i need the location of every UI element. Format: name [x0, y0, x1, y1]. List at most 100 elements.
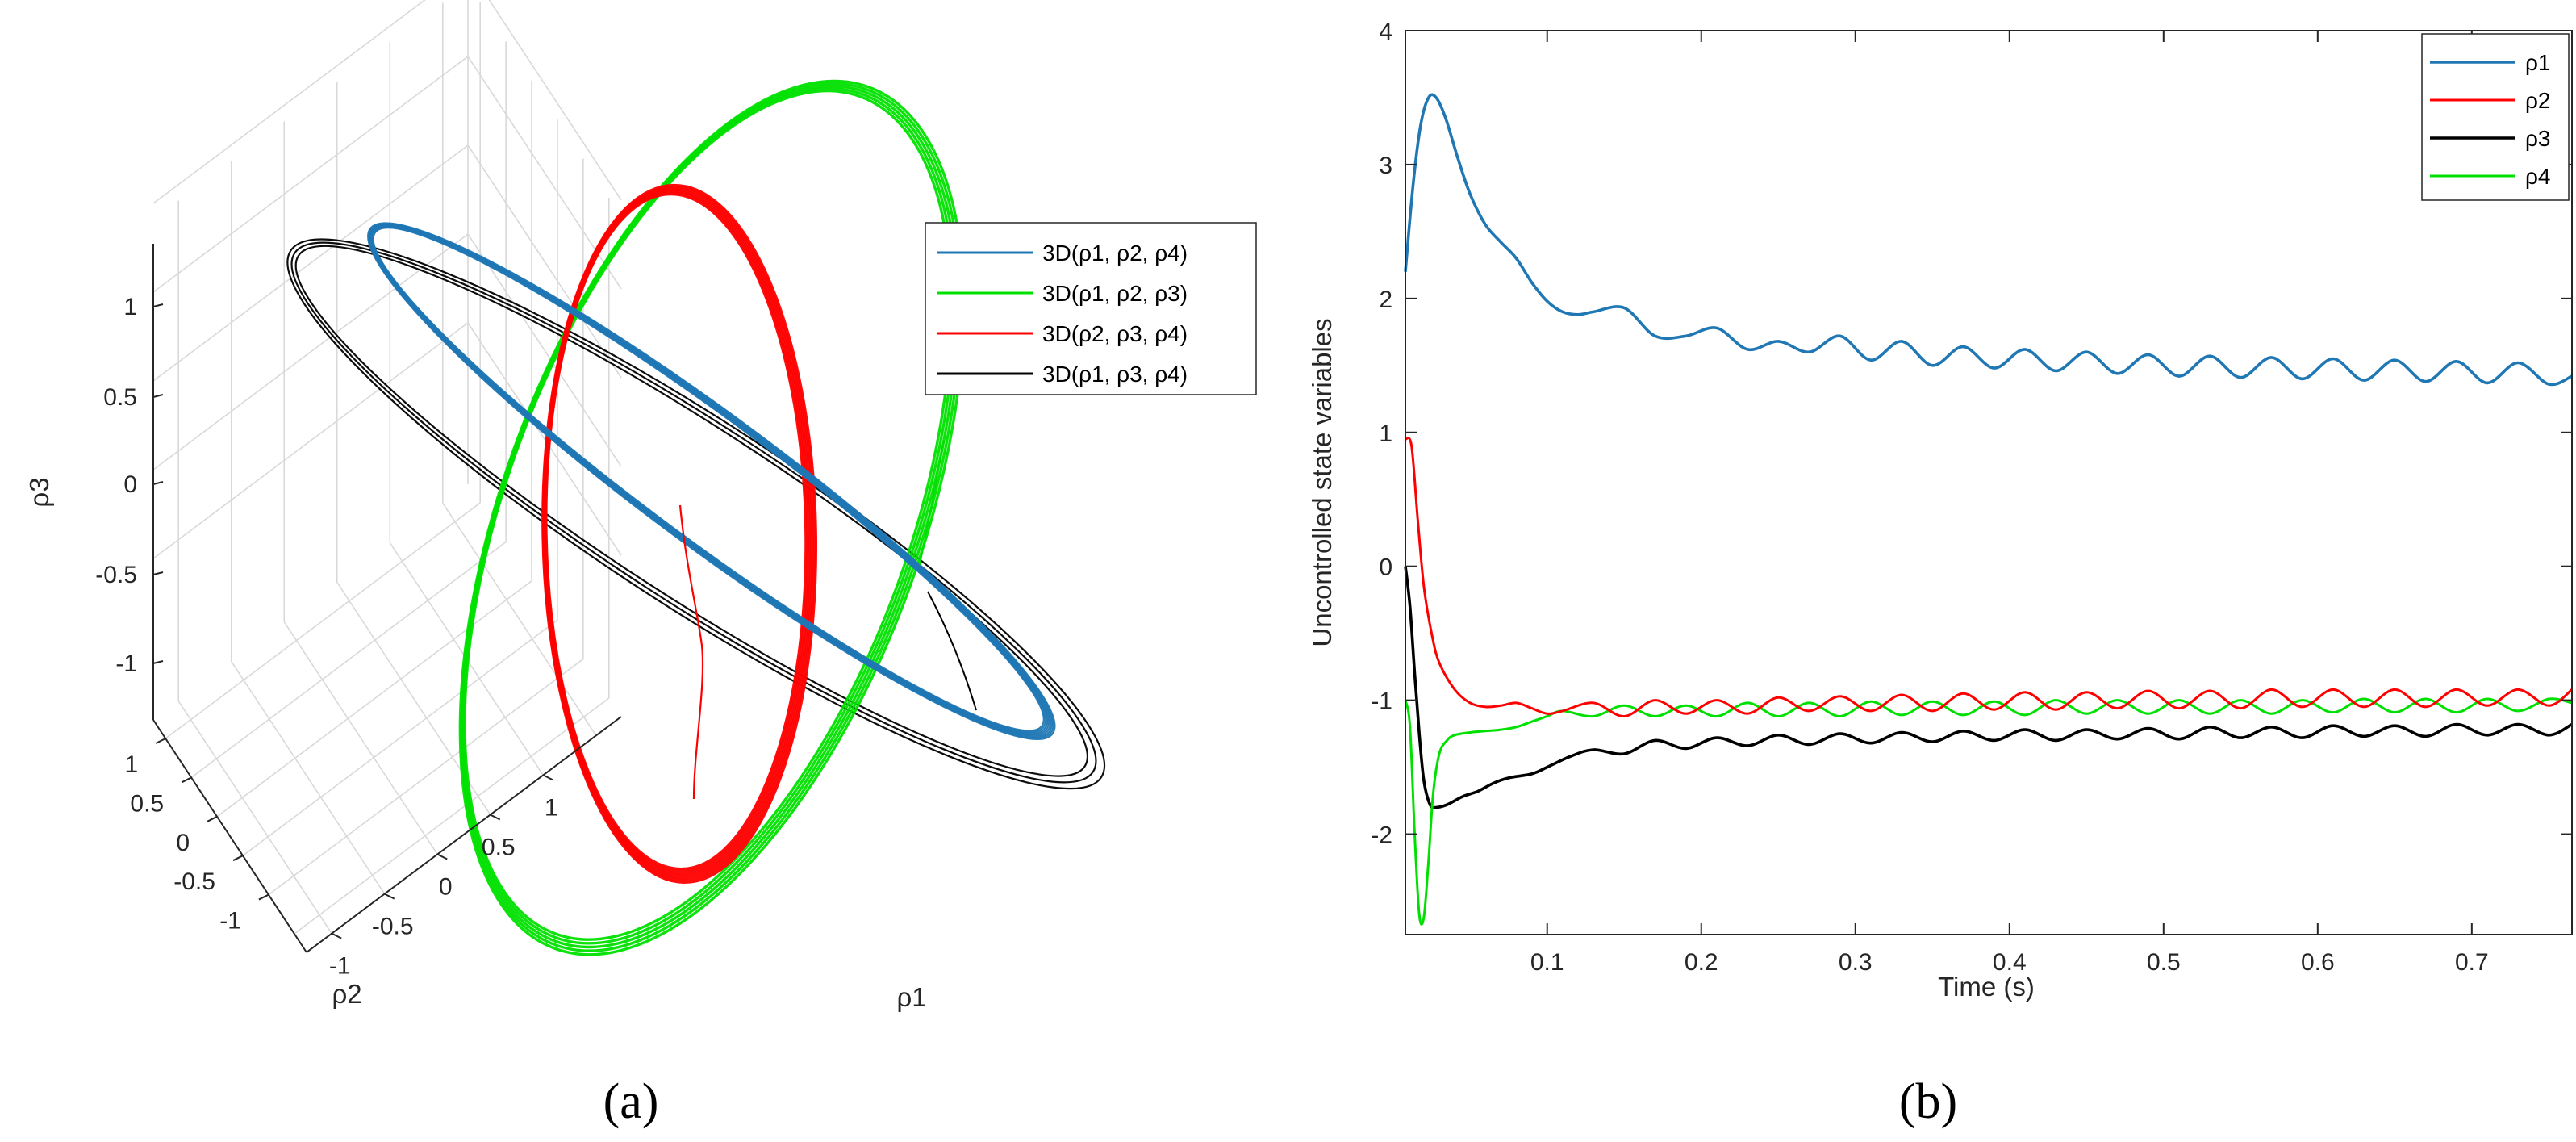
a-legend-entry-3: 3D(ρ2, ρ3, ρ4)	[1042, 321, 1188, 346]
a-grid-line	[242, 619, 558, 856]
a-curve-3-transient	[678, 504, 704, 800]
a-legend-entry-4: 3D(ρ1, ρ3, ρ4)	[1042, 362, 1188, 387]
b-legend-entry-2: ρ2	[2525, 88, 2551, 113]
a-y-tick-label: -1	[219, 908, 241, 935]
a-grid-line	[152, 233, 469, 471]
b-y-tick-label: 0	[1379, 554, 1392, 581]
a-grid-line	[152, 144, 469, 382]
b-y-tick-label: -2	[1371, 822, 1392, 849]
a-grid-line	[152, 56, 469, 293]
b-series-line-ρ2	[1404, 437, 2573, 718]
a-legend-entry-2: 3D(ρ1, ρ2, ρ3)	[1042, 281, 1188, 306]
b-plot-frame	[1405, 30, 2573, 935]
a-panel-caption: (a)	[603, 1074, 659, 1129]
b-x-tick-label: 0.6	[2301, 949, 2335, 976]
a-y-tick-label: 1	[125, 751, 139, 778]
a-x-tick-label: -0.5	[372, 914, 414, 940]
b-series-line-ρ1	[1404, 93, 2573, 387]
b-x-tick-label: 0.2	[1685, 949, 1718, 976]
a-grid-line	[231, 661, 386, 895]
a-z-tick-mark	[152, 303, 164, 307]
a-y-tick-label: -0.5	[173, 868, 215, 895]
a-x-tick-label: 0.5	[482, 834, 516, 860]
a-z-tick-label: 1	[123, 294, 137, 320]
a-legend-entry-1: 3D(ρ1, ρ2, ρ4)	[1042, 241, 1188, 266]
b-x-axis-label: Time (s)	[1938, 972, 2035, 1002]
b-x-tick-label: 0.3	[1839, 949, 1873, 976]
a-grid-line	[190, 541, 507, 779]
panel-a-3d-plot: 10.50-0.5-110.50-0.5-1-1-0.500.51 ρ2 ρ1 …	[24, 0, 1257, 1129]
a-y-tick-mark	[232, 855, 244, 862]
a-z-tick-label: -1	[115, 650, 137, 677]
a-y-axis-label: ρ2	[332, 979, 361, 1009]
a-curves	[286, 79, 1106, 956]
a-grid-line	[467, 233, 622, 467]
a-z-tick-mark	[152, 571, 164, 575]
b-ticks: 0.1 0.2 0.3 0.4 0.5 0.6 0.7 -2 -1 0 1 2 3 4	[1371, 19, 2572, 976]
a-x-tick-label: 0	[439, 874, 453, 901]
a-z-tick-label: 0	[123, 471, 137, 498]
a-grid-line	[216, 580, 532, 818]
a-z-tick-mark	[152, 481, 164, 485]
b-y-tick-label: 4	[1379, 19, 1392, 45]
a-curve-4-transient	[927, 591, 977, 711]
a-grid-line	[467, 144, 622, 379]
a-curve-4-loop	[286, 238, 1106, 790]
a-grid-line	[283, 621, 438, 855]
a-axes	[152, 244, 622, 953]
a-curve-1-loop	[367, 222, 1056, 740]
a-z-axis-label: ρ3	[24, 477, 54, 507]
b-series	[1404, 93, 2573, 926]
a-x-tick-mark	[542, 774, 553, 781]
b-x-tick-label: 0.4	[1993, 949, 2027, 976]
a-3d-grid	[152, 0, 622, 935]
a-x-axis-label: ρ1	[896, 982, 926, 1012]
a-grid-line	[488, 0, 622, 201]
b-y-tick-label: -1	[1371, 688, 1392, 715]
b-legend: ρ1 ρ2 ρ3 ρ4	[2421, 33, 2570, 201]
a-grid-line	[268, 658, 584, 896]
b-panel-caption: (b)	[1899, 1074, 1957, 1129]
a-x-tick-mark	[490, 814, 501, 821]
b-legend-entry-1: ρ1	[2525, 50, 2551, 75]
a-grid-line	[152, 0, 426, 204]
a-y-tick-mark	[181, 776, 192, 784]
a-grid-line	[152, 322, 469, 559]
b-series-line-ρ3	[1404, 566, 2573, 809]
b-plot-area	[1405, 31, 2572, 935]
a-tick-labels: 10.50-0.5-110.50-0.5-1-1-0.500.51	[95, 294, 557, 980]
a-x-tick-mark	[384, 893, 395, 900]
b-x-tick-label: 0.7	[2455, 949, 2489, 976]
a-x-tick-label: 1	[545, 794, 558, 821]
a-y-tick-mark	[155, 738, 166, 744]
a-z-tick-mark	[152, 660, 164, 664]
b-series-line-ρ4	[1404, 697, 2573, 926]
a-rho2-axis-line	[152, 719, 307, 953]
a-grid-line	[294, 697, 610, 935]
a-y-tick-label: 0.5	[130, 790, 164, 817]
a-x-tick-label: -1	[329, 953, 351, 980]
a-grid-line	[467, 322, 622, 556]
a-legend: 3D(ρ1, ρ2, ρ4) 3D(ρ1, ρ2, ρ3) 3D(ρ2, ρ3,…	[925, 222, 1257, 395]
b-x-tick-label: 0.5	[2147, 949, 2181, 976]
a-rho1-axis-line	[306, 716, 622, 953]
b-y-tick-label: 3	[1379, 153, 1392, 179]
a-z-tick-label: -0.5	[95, 562, 137, 588]
a-y-tick-label: 0	[176, 830, 190, 856]
a-x-tick-mark	[331, 932, 342, 939]
a-curve-2-loop	[458, 79, 966, 956]
a-x-tick-mark	[436, 853, 448, 860]
a-y-tick-mark	[258, 893, 269, 901]
a-curve-3-loop	[541, 183, 818, 884]
a-z-tick-label: 0.5	[103, 384, 137, 411]
a-curve-2-transient	[919, 439, 945, 566]
a-grid-line	[442, 502, 597, 736]
a-curve-4-loop	[290, 241, 1097, 784]
b-x-tick-label: 0.1	[1530, 949, 1564, 976]
a-grid-line	[177, 701, 332, 935]
a-curve-2-loop	[463, 89, 953, 941]
a-curve-4-loop	[294, 245, 1088, 777]
b-y-tick-label: 1	[1379, 420, 1392, 447]
